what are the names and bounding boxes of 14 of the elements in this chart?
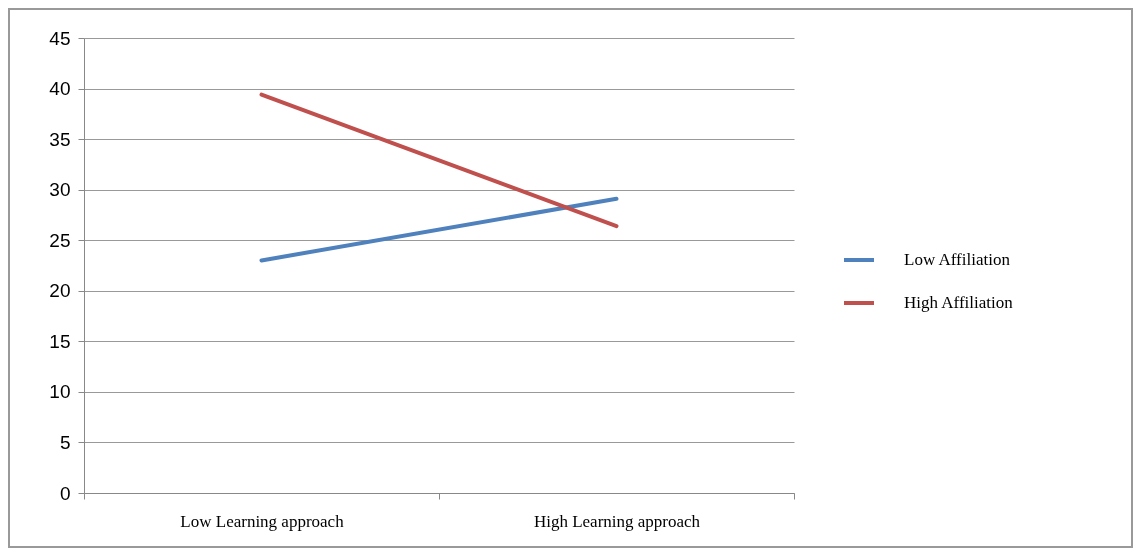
y-tick-label: 20 [49,280,71,302]
y-tick-label: 15 [49,330,71,352]
y-tick-label: 5 [59,431,71,453]
y-tick-label: 30 [49,179,71,201]
x-tick-label: High Learning approach [533,511,701,531]
y-tick-label: 35 [49,128,71,150]
legend-label: High Affiliation [904,293,1014,312]
y-tick-label: 10 [49,381,71,403]
y-tick-label: 45 [49,27,71,49]
x-tick-label: Low Learning approach [180,511,345,531]
y-tick-label: 25 [49,229,71,251]
y-tick-label: 40 [49,78,71,100]
y-tick-label: 0 [59,482,71,504]
legend-label: Low Affiliation [904,250,1011,269]
